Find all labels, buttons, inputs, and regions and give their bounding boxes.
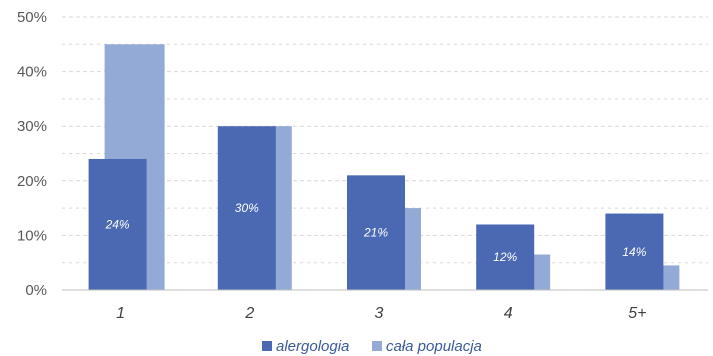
- bar-cala-populacja: [273, 126, 292, 290]
- data-label: 21%: [363, 226, 388, 240]
- data-label: 24%: [105, 217, 130, 231]
- bar-alergologia: [88, 158, 147, 290]
- bars: [88, 44, 680, 290]
- bar-cala-populacja: [403, 208, 421, 290]
- y-axis: 0% 10% 20% 30% 40% 50%: [17, 9, 47, 299]
- y-tick-label: 50%: [17, 9, 47, 26]
- y-tick-label: 30%: [17, 118, 47, 135]
- y-tick-label: 10%: [17, 227, 47, 244]
- y-tick-label: 40%: [17, 64, 47, 81]
- legend-label: cała populacja: [386, 338, 482, 355]
- x-axis: 1 2 3 4 5+: [62, 289, 708, 322]
- bar-alergologia: [217, 126, 276, 290]
- x-tick-label: 2: [244, 305, 254, 322]
- bar-alergologia: [347, 175, 405, 290]
- bar-cala-populacja: [532, 254, 551, 290]
- data-label: 30%: [235, 201, 259, 215]
- legend-swatch: [372, 341, 382, 351]
- x-tick-label: 3: [375, 305, 384, 322]
- legend-swatch: [262, 341, 272, 351]
- data-labels: 24% 30% 21% 12% 14%: [105, 201, 647, 264]
- x-tick-label: 4: [504, 305, 513, 322]
- x-tick-label: 1: [116, 305, 125, 322]
- data-label: 14%: [622, 245, 646, 259]
- legend-label: alergologia: [276, 338, 349, 355]
- x-tick-label: 5+: [628, 305, 646, 322]
- bar-cala-populacja: [661, 265, 680, 290]
- y-tick-label: 0%: [25, 282, 47, 299]
- bar-alergologia: [476, 224, 535, 290]
- bar-alergologia: [605, 213, 664, 290]
- data-label: 12%: [493, 250, 517, 264]
- y-tick-label: 20%: [17, 173, 47, 190]
- legend: alergologia cała populacja: [262, 338, 482, 355]
